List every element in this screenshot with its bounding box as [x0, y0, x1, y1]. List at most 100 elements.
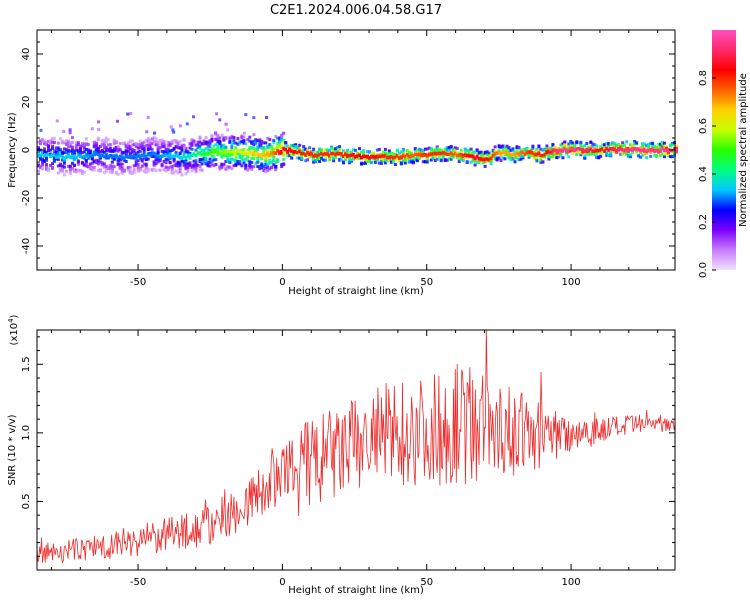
heatmap-cell [68, 142, 72, 146]
heatmap-cell [92, 143, 96, 147]
colorbar-tick-label: 0.8 [698, 70, 709, 86]
heatmap-cell [198, 140, 202, 144]
heatmap-cell [244, 142, 248, 146]
heatmap-noise-cell [220, 133, 224, 137]
heatmap-cell [178, 167, 182, 171]
heatmap-cell [92, 145, 96, 149]
heatmap-cell [174, 145, 178, 149]
heatmap-ridge-cell [300, 151, 304, 156]
heatmap-cell [208, 142, 212, 146]
heatmap-ridge-cell [114, 154, 118, 159]
heatmap-cell [260, 145, 264, 149]
heatmap-cell [45, 156, 48, 160]
heatmap-cell [238, 156, 242, 160]
heatmap-cell [286, 144, 290, 148]
heatmap-ridge-cell [527, 150, 531, 154]
heatmap-cell [198, 165, 202, 169]
heatmap-ridge-cell [326, 152, 330, 156]
heatmap-cell [266, 168, 270, 172]
heatmap-ridge-cell [375, 155, 379, 159]
heatmap-cell [156, 145, 160, 149]
colorbar: 0.00.20.40.60.8 Normalized spectral ampl… [698, 30, 749, 278]
heatmap-ridge-cell [82, 154, 86, 159]
heatmap-ridge-cell [593, 149, 597, 153]
heatmap-cell [82, 142, 86, 146]
heatmap-cell [330, 147, 334, 151]
heatmap-cell [166, 147, 170, 151]
heatmap-cell [49, 141, 52, 145]
heatmap-cell [60, 139, 64, 143]
heatmap-cell [41, 160, 44, 163]
heatmap-cell [583, 144, 587, 148]
heatmap-cell [569, 141, 573, 145]
heatmap-cell [162, 150, 166, 154]
heatmap-cell [433, 155, 437, 159]
heatmap-ridge-cell [555, 148, 559, 153]
heatmap-cell [338, 145, 342, 149]
heatmap-cell [148, 145, 152, 149]
heatmap-cell [132, 164, 136, 168]
heatmap-cell [62, 161, 66, 165]
heatmap-noise-cell [145, 130, 149, 134]
heatmap-ridge-cell [433, 151, 437, 156]
heatmap-cell [242, 159, 246, 162]
heatmap-cell [595, 155, 599, 159]
heatmap-cell [96, 159, 100, 163]
heatmap-cell [298, 156, 302, 160]
heatmap-cell [587, 145, 591, 149]
heatmap-cell [100, 139, 104, 142]
heatmap-cell [667, 151, 670, 155]
heatmap-cell [599, 145, 603, 149]
heatmap-cell [130, 147, 134, 151]
heatmap-cell [112, 139, 116, 143]
heatmap-cell [575, 140, 579, 144]
heatmap-ridge-cell [230, 150, 234, 155]
heatmap-cell [316, 150, 320, 154]
heatmap-cell [280, 137, 284, 141]
heatmap-cell [441, 154, 445, 158]
heatmap-cell [635, 141, 639, 145]
heatmap-cell [401, 159, 405, 163]
heatmap-cell [505, 144, 509, 148]
heatmap-ridge-cell [589, 147, 593, 151]
heatmap-cell [328, 149, 332, 153]
heatmap-cell [393, 153, 397, 156]
heatmap-cell [579, 142, 583, 146]
heatmap-ridge-cell [519, 150, 523, 155]
heatmap-cell [589, 152, 593, 156]
heatmap-cell [170, 140, 174, 144]
heatmap-cell [417, 150, 421, 154]
heatmap-cell [342, 160, 345, 164]
heatmap-cell [425, 147, 429, 151]
heatmap-cell [312, 149, 316, 153]
heatmap-cell [268, 143, 272, 147]
heatmap-cell [272, 154, 276, 158]
heatmap-cell [583, 154, 587, 158]
heatmap-cell [501, 148, 505, 152]
heatmap-ridge-cell [507, 151, 511, 156]
heatmap-ridge-cell [292, 150, 296, 154]
heatmap-ridge-cell [625, 146, 629, 151]
heatmap-cell [72, 158, 76, 161]
heatmap-cell [625, 151, 629, 155]
heatmap-cell [182, 151, 186, 155]
heatmap-ridge-cell [595, 148, 599, 153]
spectrogram-ytick-label: -20 [21, 190, 32, 206]
heatmap-cell [142, 147, 146, 151]
heatmap-cell [136, 146, 140, 150]
heatmap-cell [429, 149, 433, 153]
heatmap-cell [198, 136, 202, 140]
heatmap-cell [377, 152, 381, 156]
heatmap-cell [499, 145, 503, 149]
heatmap-cell [66, 164, 70, 168]
heatmap-ridge-cell [196, 152, 200, 156]
heatmap-ridge-cell [561, 148, 565, 153]
heatmap-cell [334, 147, 338, 151]
heatmap-cell [104, 147, 108, 151]
heatmap-cell [92, 140, 96, 144]
heatmap-cell [649, 150, 653, 154]
heatmap-cell [106, 143, 110, 147]
heatmap-ridge-cell [647, 148, 651, 153]
heatmap-cell [266, 165, 270, 169]
heatmap-cell [52, 159, 56, 163]
